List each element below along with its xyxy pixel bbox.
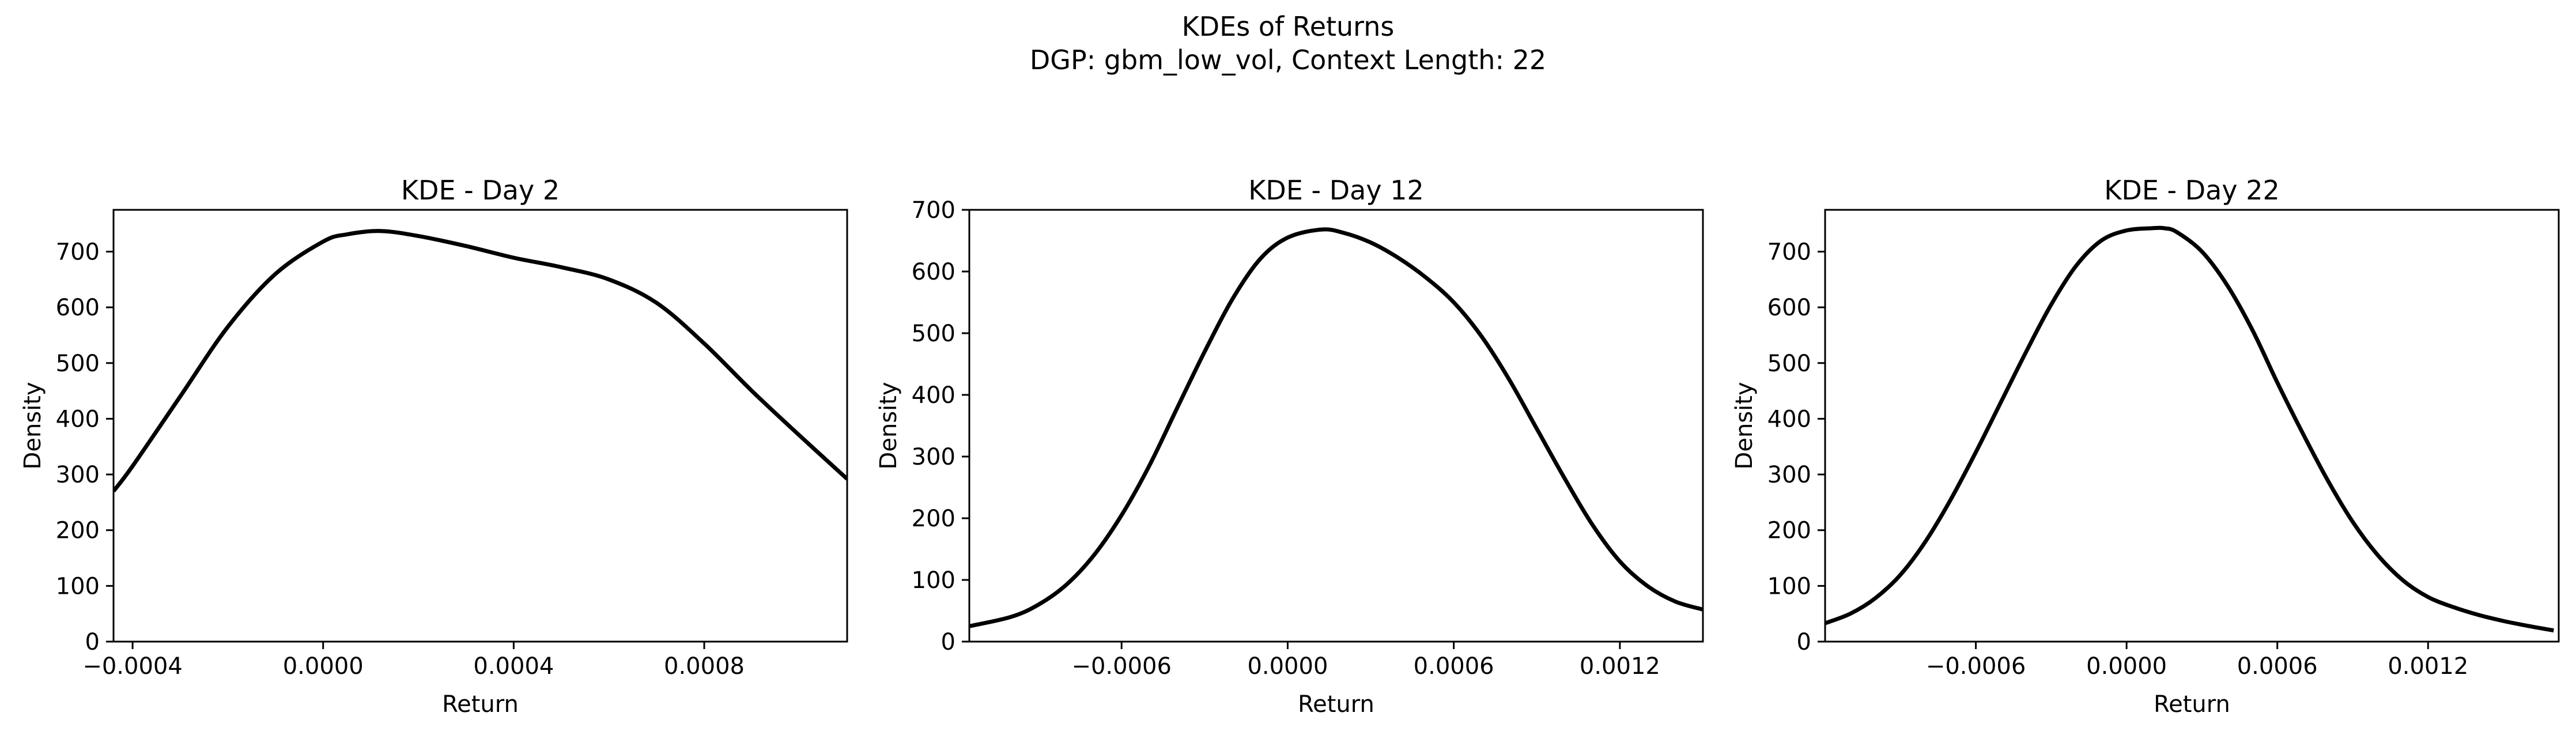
x-tick-label: 0.0006 — [1414, 653, 1494, 680]
kde-line-series-1 — [114, 229, 847, 493]
subplot-title: KDE - Day 12 — [1248, 175, 1423, 206]
y-tick-label: 200 — [912, 506, 955, 532]
x-tick-label: 0.0000 — [2086, 653, 2167, 680]
subplot-3: KDE - Day 22 0 100 200 300 400 500 600 700 −0.000… — [1731, 175, 2560, 718]
y-tick-label: 100 — [912, 567, 955, 594]
subplot-2: KDE - Day 12 0 100 200 300 400 500 600 700 −0.000… — [875, 175, 1704, 718]
x-axis-label: Return — [442, 691, 519, 718]
y-tick-label: 300 — [912, 444, 955, 470]
y-tick-label: 400 — [56, 406, 100, 432]
y-axis-label: Density — [20, 382, 46, 469]
y-tick-label: 0 — [85, 629, 100, 655]
y-tick-label: 500 — [56, 350, 100, 377]
kde-line-series-1 — [1825, 225, 2554, 633]
y-tick-label: 500 — [912, 321, 955, 347]
x-tick-label: −0.0006 — [1926, 653, 2026, 680]
y-tick-label: 300 — [56, 462, 100, 488]
y-tick-label: 100 — [56, 573, 100, 600]
y-tick-label: 600 — [1767, 295, 1811, 321]
x-tick-label: 0.0012 — [1580, 653, 1660, 680]
x-tick-label: 0.0000 — [1247, 653, 1328, 680]
x-axis-label: Return — [1298, 691, 1374, 718]
x-tick-label: 0.0008 — [664, 653, 745, 680]
y-tick-label: 100 — [1767, 573, 1811, 600]
subplot-panels: KDE - Day 2 0 100 200 300 400 500 600 700 −0.0004… — [20, 175, 2560, 718]
y-axis-label: Density — [875, 382, 902, 469]
y-tick-label: 400 — [1767, 406, 1811, 432]
y-tick-label: 200 — [1767, 518, 1811, 544]
y-tick-label: 0 — [1797, 629, 1811, 655]
x-tick-label: 0.0006 — [2237, 653, 2318, 680]
subplot-1: KDE - Day 2 0 100 200 300 400 500 600 700 −0.0004… — [20, 175, 848, 718]
y-tick-label: 700 — [56, 239, 100, 265]
y-tick-label: 200 — [56, 518, 100, 544]
subplot-title: KDE - Day 22 — [2104, 175, 2279, 206]
y-tick-label: 700 — [1767, 239, 1811, 265]
figure-title: KDEs of Returns — [1182, 11, 1395, 42]
y-tick-label: 600 — [912, 259, 955, 285]
y-tick-label: 500 — [1767, 350, 1811, 377]
x-tick-label: 0.0000 — [283, 653, 364, 680]
y-tick-label: 700 — [912, 197, 955, 224]
x-axis-label: Return — [2154, 691, 2230, 718]
y-axis-label: Density — [1731, 382, 1758, 469]
axes-frame — [112, 209, 848, 643]
x-tick-label: −0.0004 — [82, 653, 182, 680]
x-tick-label: 0.0012 — [2388, 653, 2468, 680]
y-tick-label: 400 — [912, 382, 955, 409]
x-tick-label: −0.0006 — [1071, 653, 1171, 680]
figure-subtitle: DGP: gbm_low_vol, Context Length: 22 — [1030, 44, 1546, 76]
axes-frame — [1824, 209, 2560, 643]
subplot-title: KDE - Day 2 — [401, 175, 560, 206]
kde-line-series-1 — [969, 227, 1703, 628]
axes-frame — [968, 209, 1704, 643]
y-tick-label: 0 — [941, 629, 955, 655]
y-tick-label: 600 — [56, 295, 100, 321]
y-tick-label: 300 — [1767, 462, 1811, 488]
x-tick-label: 0.0004 — [473, 653, 554, 680]
